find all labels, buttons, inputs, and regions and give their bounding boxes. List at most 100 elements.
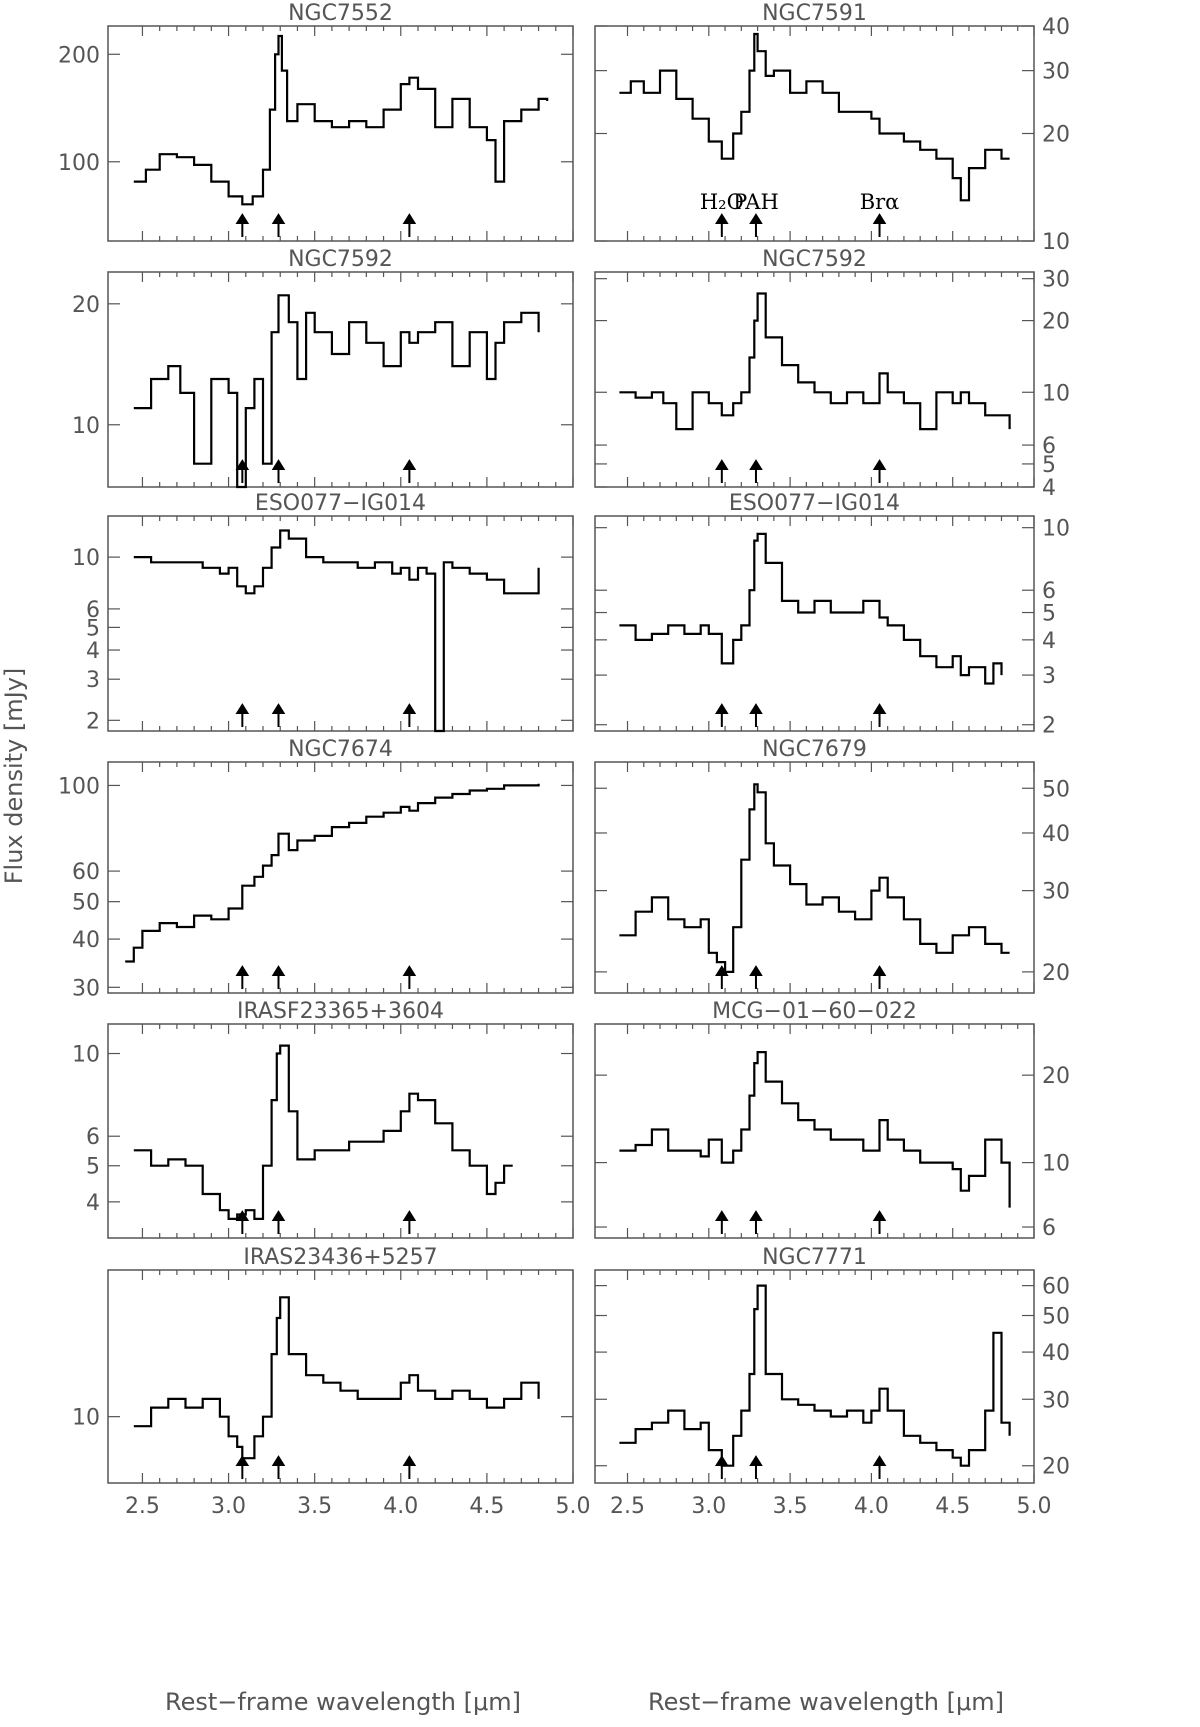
x-tick-label: 2.5 bbox=[610, 1494, 645, 1519]
arrow-head bbox=[749, 703, 763, 714]
panel-title: ESO077−IG014 bbox=[729, 491, 900, 516]
panel-5: ESO077−IG014 2 3 456 10 bbox=[72, 491, 574, 734]
arrow-head bbox=[402, 459, 417, 470]
line-label: Brα bbox=[860, 190, 900, 214]
y-tick-label: 20 bbox=[72, 293, 100, 318]
y-tick-label: 10 bbox=[1042, 381, 1070, 406]
arrow-head bbox=[271, 965, 286, 976]
panel-frame bbox=[107, 1023, 574, 1239]
y-tick-label: 5 bbox=[86, 616, 100, 641]
y-tick-label: 40 bbox=[1042, 1341, 1070, 1366]
panel-title: NGC7592 bbox=[288, 247, 393, 272]
y-tick-label: 3 bbox=[86, 668, 100, 693]
x-tick-label: 3.0 bbox=[691, 1494, 726, 1519]
y-tick-label: 200 bbox=[58, 43, 100, 68]
arrow-head bbox=[872, 213, 887, 224]
y-tick-label: 30 bbox=[1042, 880, 1070, 905]
x-tick-label: 3.0 bbox=[211, 1494, 246, 1519]
arrow-head bbox=[235, 965, 250, 976]
y-tick-label: 5 bbox=[86, 1155, 100, 1180]
arrow-head bbox=[872, 965, 887, 976]
panel-title: NGC7771 bbox=[762, 1245, 867, 1270]
spectrum-line bbox=[619, 1051, 1011, 1208]
arrow-head bbox=[402, 1455, 417, 1466]
spectrum-line bbox=[133, 1044, 513, 1220]
spectrum-line bbox=[133, 34, 549, 206]
spectrum-line bbox=[619, 32, 1010, 202]
arrow-head bbox=[271, 459, 286, 470]
x-tick-label: 3.5 bbox=[297, 1494, 332, 1519]
x-tick-label: 4.0 bbox=[854, 1494, 889, 1519]
spectrum-line bbox=[619, 292, 1011, 431]
arrow-head bbox=[715, 1455, 729, 1466]
panel-frame bbox=[594, 1023, 1035, 1239]
arrow-head bbox=[715, 965, 729, 976]
y-tick-label: 60 bbox=[1042, 1275, 1070, 1300]
panel-1: NGC7552 100 200 bbox=[58, 1, 574, 242]
panel-frame bbox=[594, 515, 1035, 732]
y-tick-label: 20 bbox=[1042, 310, 1070, 335]
y-tick-label: 4 bbox=[1042, 629, 1056, 654]
y-tick-label: 5 bbox=[1042, 602, 1056, 627]
arrow-head bbox=[749, 1455, 763, 1466]
panel-frame bbox=[107, 271, 574, 488]
arrow-head bbox=[271, 1210, 286, 1221]
x-tick-label: 5.0 bbox=[556, 1494, 591, 1519]
y-tick-label: 3 bbox=[1042, 664, 1056, 689]
x-tick-label: 2.5 bbox=[125, 1494, 160, 1519]
panel-4: NGC7592 456 10 20 30 bbox=[594, 247, 1070, 501]
y-tick-label: 2 bbox=[86, 709, 100, 734]
y-tick-label: 6 bbox=[1042, 1216, 1056, 1241]
y-tick-label: 10 bbox=[1042, 517, 1070, 542]
y-tick-label: 20 bbox=[1042, 123, 1070, 148]
y-tick-label: 4 bbox=[1042, 476, 1056, 501]
arrow-head bbox=[872, 1455, 887, 1466]
panel-frame bbox=[107, 1269, 574, 1484]
x-tick-label: 4.0 bbox=[383, 1494, 418, 1519]
y-tick-label: 100 bbox=[58, 151, 100, 176]
arrow-head bbox=[872, 703, 887, 714]
arrow-head bbox=[271, 703, 286, 714]
panel-title: NGC7592 bbox=[762, 247, 867, 272]
spectrum-line bbox=[133, 294, 540, 489]
arrow-head bbox=[235, 213, 250, 224]
arrow-head bbox=[271, 1455, 286, 1466]
y-tick-label: 50 bbox=[1042, 777, 1070, 802]
spectrum-line bbox=[133, 1296, 540, 1460]
panel-title: NGC7679 bbox=[762, 737, 867, 762]
arrow-head bbox=[715, 459, 729, 470]
y-tick-label: 30 bbox=[1042, 1388, 1070, 1413]
y-tick-label: 20 bbox=[1042, 1455, 1070, 1480]
panel-title: IRASF23365+3604 bbox=[237, 999, 444, 1024]
panel-12: NGC7771 20 30 40 50 60 2.5 3.0 3.5 4.0 4.5 5.0 bbox=[594, 1245, 1070, 1519]
arrow-head bbox=[402, 703, 417, 714]
panel-title: NGC7591 bbox=[762, 1, 867, 26]
y-tick-label: 30 bbox=[1042, 268, 1070, 293]
y-tick-label: 6 bbox=[1042, 434, 1056, 459]
x-tick-label: 4.5 bbox=[935, 1494, 970, 1519]
y-tick-label: 60 bbox=[72, 860, 100, 885]
panel-10: MCG−01−60−022 6 10 20 bbox=[594, 999, 1070, 1241]
panel-frame bbox=[107, 515, 574, 732]
x-axis-label-right: Rest−frame wavelength [μm] bbox=[648, 1688, 1004, 1716]
y-tick-label: 10 bbox=[72, 1406, 100, 1431]
panel-3: NGC7592 10 20 bbox=[72, 247, 574, 489]
arrow-head bbox=[235, 1455, 250, 1466]
panel-11: IRAS23436+5257 10 2.5 3.0 3.5 4.0 4.5 5.0 bbox=[72, 1245, 591, 1519]
arrow-head bbox=[872, 459, 887, 470]
panel-frame bbox=[594, 1269, 1035, 1484]
y-tick-label: 50 bbox=[72, 891, 100, 916]
panel-title: NGC7674 bbox=[288, 737, 393, 762]
y-tick-label: 10 bbox=[72, 414, 100, 439]
y-tick-label: 6 bbox=[1042, 579, 1056, 604]
panel-title: NGC7552 bbox=[288, 1, 393, 26]
y-tick-label: 2 bbox=[1042, 714, 1056, 739]
arrow-head bbox=[872, 1210, 887, 1221]
line-label: PAH bbox=[733, 190, 779, 214]
y-tick-label: 5 bbox=[1042, 453, 1056, 478]
arrow-head bbox=[235, 703, 250, 714]
spectrum-line bbox=[619, 783, 1010, 973]
